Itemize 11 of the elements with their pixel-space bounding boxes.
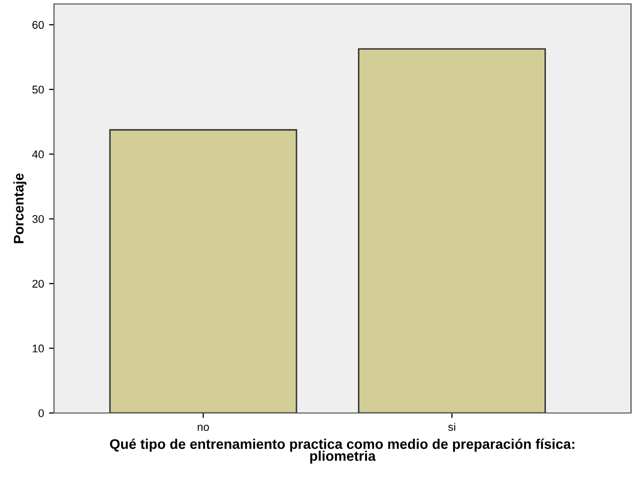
y-tick-label: 20 [32, 280, 44, 288]
y-axis-title: Porcentaje [13, 173, 26, 244]
y-tick-label: 0 [38, 409, 44, 418]
x-axis-title: Qué tipo de entrenamiento practica como medio de preparación física: pliometria [110, 438, 574, 464]
y-tick-label: 30 [32, 215, 44, 223]
y-tick-label: 40 [32, 150, 44, 158]
x-tick-label: si [448, 422, 456, 431]
x-tick-label: no [198, 424, 209, 431]
y-tick-label: 60 [32, 20, 44, 29]
y-tick-label: 10 [32, 344, 44, 352]
y-tick-label: 50 [32, 86, 44, 94]
